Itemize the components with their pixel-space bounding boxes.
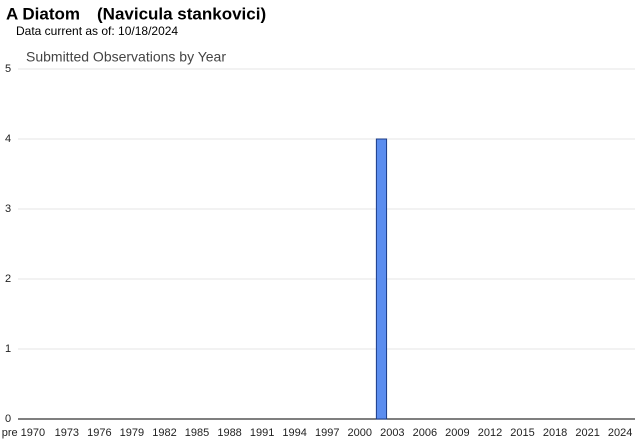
x-tick-label: 2018	[543, 427, 567, 439]
x-tick-label: 1985	[185, 427, 209, 439]
scientific-name: (Navicula stankovici)	[97, 4, 266, 23]
subtitle: Data current as of: 10/18/2024	[16, 24, 178, 38]
x-tick-label: 2012	[478, 427, 502, 439]
y-tick-label: 4	[5, 133, 11, 145]
x-tick-label: 2021	[575, 427, 599, 439]
x-tick-label: 1979	[120, 427, 144, 439]
chart-title: Submitted Observations by Year	[26, 49, 226, 65]
x-tick-label: 1976	[87, 427, 111, 439]
y-tick-label: 2	[5, 273, 11, 285]
x-tick-label: 1973	[55, 427, 79, 439]
x-tick-label: 2015	[510, 427, 534, 439]
y-tick-label: 3	[5, 203, 11, 215]
bar	[375, 138, 388, 420]
page-title: A Diatom	[6, 4, 80, 23]
x-tick-label: 1997	[315, 427, 339, 439]
y-tick-label: 1	[5, 343, 11, 355]
y-tick-label: 0	[5, 413, 11, 425]
x-tick-label: 2003	[380, 427, 404, 439]
x-tick-label: 2024	[608, 427, 632, 439]
x-tick-label: pre 1970	[2, 427, 45, 439]
x-tick-label: 2009	[445, 427, 469, 439]
x-tick-label: 1994	[282, 427, 306, 439]
y-tick-label: 5	[5, 63, 11, 75]
x-tick-label: 2006	[413, 427, 437, 439]
x-tick-label: 1988	[217, 427, 241, 439]
x-tick-label: 1982	[152, 427, 176, 439]
x-tick-label: 2000	[348, 427, 372, 439]
x-tick-label: 1991	[250, 427, 274, 439]
